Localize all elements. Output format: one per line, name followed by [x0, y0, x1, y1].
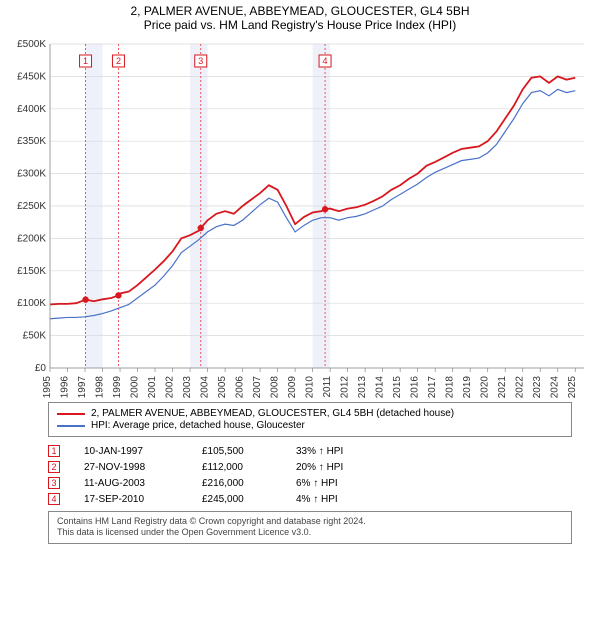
sale-point-2	[115, 292, 121, 298]
footnote-line2: This data is licensed under the Open Gov…	[57, 527, 563, 538]
xtick-label: 2008	[270, 376, 281, 398]
sales-row: 1 10-JAN-1997 £105,500 33% ↑ HPI	[48, 443, 572, 459]
legend-swatch	[57, 413, 85, 415]
sale-row-date: 10-JAN-1997	[84, 446, 178, 457]
sales-row: 2 27-NOV-1998 £112,000 20% ↑ HPI	[48, 459, 572, 475]
xtick-label: 2007	[252, 376, 263, 398]
xtick-label: 2023	[532, 376, 543, 398]
ytick-label: £300K	[17, 169, 46, 180]
sale-marker-num-4: 4	[323, 56, 328, 66]
xtick-label: 1999	[112, 376, 123, 398]
page-root: 2, PALMER AVENUE, ABBEYMEAD, GLOUCESTER,…	[0, 0, 600, 620]
sale-marker-num-2: 2	[116, 56, 121, 66]
ytick-label: £150K	[17, 266, 46, 277]
xtick-label: 2002	[165, 376, 176, 398]
chart-title-block: 2, PALMER AVENUE, ABBEYMEAD, GLOUCESTER,…	[8, 4, 592, 32]
sale-row-marker: 4	[48, 493, 60, 505]
sale-row-marker: 3	[48, 477, 60, 489]
xtick-label: 2003	[182, 376, 193, 398]
ytick-label: £500K	[17, 39, 46, 50]
price-chart: £0 £50K £100K £150K £200K £250K £300K £350K £400…	[8, 38, 592, 398]
xtick-label: 2005	[217, 376, 228, 398]
xtick-label: 2014	[375, 376, 386, 398]
ytick-label: £50K	[23, 331, 47, 342]
xtick-label: 2000	[130, 376, 141, 398]
chart-title-address: 2, PALMER AVENUE, ABBEYMEAD, GLOUCESTER,…	[8, 4, 592, 18]
sale-point-1	[82, 296, 88, 302]
legend-label: HPI: Average price, detached house, Glou…	[91, 420, 305, 431]
xtick-label: 2006	[235, 376, 246, 398]
sale-marker-num-3: 3	[198, 56, 203, 66]
sale-row-marker: 2	[48, 461, 60, 473]
xtick-label: 2004	[200, 376, 211, 398]
ytick-label: £0	[35, 363, 47, 374]
xtick-label: 2022	[515, 376, 526, 398]
ytick-label: £200K	[17, 233, 46, 244]
ytick-label: £350K	[17, 136, 46, 147]
xtick-label: 2011	[322, 376, 333, 398]
sale-row-price: £112,000	[202, 462, 272, 473]
sale-marker-num-1: 1	[83, 56, 88, 66]
xtick-label: 2010	[305, 376, 316, 398]
sales-table: 1 10-JAN-1997 £105,500 33% ↑ HPI 2 27-NOV-199…	[48, 443, 572, 507]
xtick-label: 1998	[95, 376, 106, 398]
sale-row-price: £245,000	[202, 494, 272, 505]
xtick-label: 2009	[287, 376, 298, 398]
sale-row-diff: 4% ↑ HPI	[296, 494, 386, 505]
legend-item: HPI: Average price, detached house, Glou…	[57, 420, 563, 431]
xtick-label: 2012	[340, 376, 351, 398]
footnote-line1: Contains HM Land Registry data © Crown c…	[57, 516, 563, 527]
xtick-label: 2020	[480, 376, 491, 398]
xtick-label: 2025	[567, 376, 578, 398]
sale-row-date: 27-NOV-1998	[84, 462, 178, 473]
xtick-label: 2001	[147, 376, 158, 398]
chart-title-subtitle: Price paid vs. HM Land Registry's House …	[8, 18, 592, 32]
chart-legend: 2, PALMER AVENUE, ABBEYMEAD, GLOUCESTER,…	[48, 402, 572, 437]
sale-row-date: 17-SEP-2010	[84, 494, 178, 505]
sale-row-date: 11-AUG-2003	[84, 478, 178, 489]
xtick-label: 2017	[427, 376, 438, 398]
legend-swatch	[57, 425, 85, 427]
sale-point-3	[198, 225, 204, 231]
xtick-label: 1995	[42, 376, 53, 398]
xtick-label: 1996	[60, 376, 71, 398]
sales-row: 3 11-AUG-2003 £216,000 6% ↑ HPI	[48, 475, 572, 491]
sale-row-diff: 33% ↑ HPI	[296, 446, 386, 457]
legend-label: 2, PALMER AVENUE, ABBEYMEAD, GLOUCESTER,…	[91, 408, 454, 419]
sales-row: 4 17-SEP-2010 £245,000 4% ↑ HPI	[48, 491, 572, 507]
xtick-label: 2015	[392, 376, 403, 398]
xtick-label: 2021	[497, 376, 508, 398]
ytick-label: £450K	[17, 71, 46, 82]
xtick-label: 2018	[445, 376, 456, 398]
xtick-label: 2013	[357, 376, 368, 398]
sale-point-4	[322, 206, 328, 212]
sale-row-price: £105,500	[202, 446, 272, 457]
legend-item: 2, PALMER AVENUE, ABBEYMEAD, GLOUCESTER,…	[57, 408, 563, 419]
xtick-label: 2019	[462, 376, 473, 398]
sale-row-price: £216,000	[202, 478, 272, 489]
ytick-label: £100K	[17, 298, 46, 309]
ytick-label: £250K	[17, 201, 46, 212]
license-footnote: Contains HM Land Registry data © Crown c…	[48, 511, 572, 544]
ytick-label: £400K	[17, 104, 46, 115]
xtick-label: 1997	[77, 376, 88, 398]
xtick-label: 2024	[550, 376, 561, 398]
sale-row-marker: 1	[48, 445, 60, 457]
sale-row-diff: 6% ↑ HPI	[296, 478, 386, 489]
sale-row-diff: 20% ↑ HPI	[296, 462, 386, 473]
chart-svg: £0 £50K £100K £150K £200K £250K £300K £350K £400…	[8, 38, 592, 398]
xtick-label: 2016	[410, 376, 421, 398]
